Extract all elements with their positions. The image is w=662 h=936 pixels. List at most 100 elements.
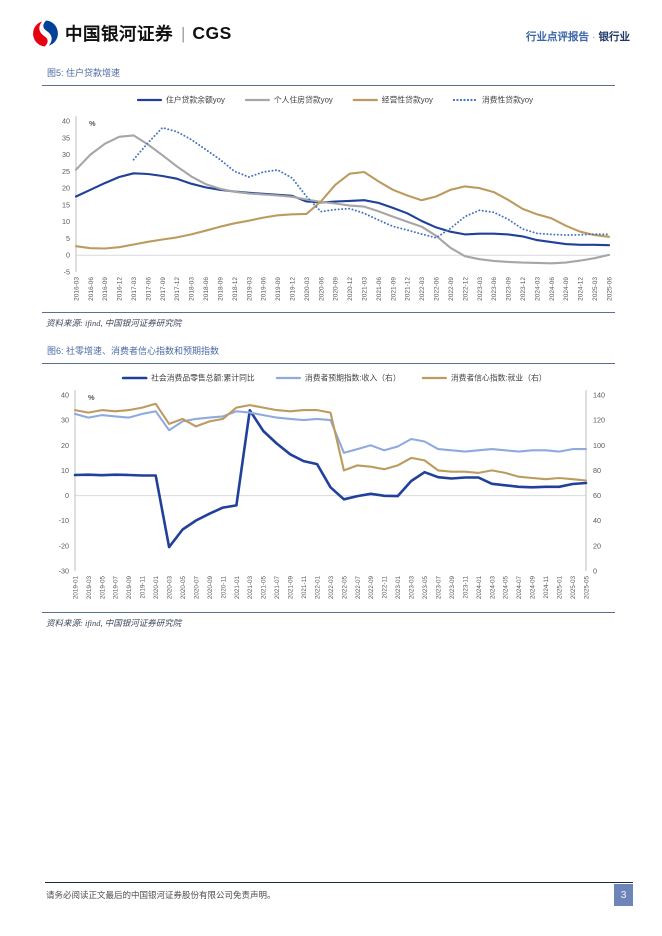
x-tick: 2022-09 (448, 277, 455, 301)
x-tick: 2019-03 (246, 277, 253, 301)
figure6-title-rule (42, 363, 615, 364)
x-tick: 2023-03 (477, 277, 484, 301)
series-lines (74, 126, 611, 265)
series-line-3 (132, 126, 610, 239)
unit-label: % (89, 119, 96, 128)
x-tick: 2023-07 (435, 576, 442, 600)
x-tick: 2023-05 (422, 576, 429, 600)
y-tick-left: 10 (62, 217, 70, 226)
y-tick-left: 30 (62, 150, 70, 159)
series-lines (73, 402, 588, 549)
logo-abbreviation: CGS (192, 23, 232, 43)
report-type-tag: 行业点评报告 · 银行业 (526, 29, 630, 44)
y-tick-right: 140 (593, 391, 605, 400)
y-tick-right: 60 (593, 491, 601, 500)
x-tick: 2025-05 (583, 576, 590, 600)
legend-label-2: 经营性贷款yoy (382, 95, 433, 105)
x-tick: 2022-09 (368, 576, 375, 600)
y-tick-right: 100 (593, 441, 605, 450)
footer-rule (45, 882, 633, 883)
y-tick-left: 20 (61, 441, 69, 450)
y-tick-left: 0 (66, 251, 70, 260)
footer-disclaimer: 请务必阅读正文最后的中国银河证券股份有限公司免责声明。 (46, 890, 276, 900)
y-tick-left: 25 (62, 167, 70, 176)
x-tick: 2024-05 (503, 576, 510, 600)
x-tick: 2025-01 (557, 576, 564, 600)
x-tick: 2018-03 (189, 277, 196, 301)
x-tick: 2019-05 (99, 576, 106, 600)
figure5-source: 资料来源: ifind, 中国银河证券研究院 (46, 318, 182, 328)
x-tick: 2024-09 (530, 576, 537, 600)
x-tick: 2022-03 (328, 576, 335, 600)
x-tick: 2017-09 (160, 277, 167, 301)
figure6-bottom-rule (42, 612, 615, 613)
x-tick: 2020-06 (318, 277, 325, 301)
y-tick-right: 40 (593, 516, 601, 525)
x-tick: 2016-03 (73, 277, 80, 301)
x-tick: 2021-07 (274, 576, 281, 600)
x-tick: 2021-06 (376, 277, 383, 301)
legend-label-1: 消费者预期指数:收入（右） (305, 373, 401, 383)
x-tick: 2019-07 (113, 576, 120, 600)
x-tick: 2020-05 (180, 576, 187, 600)
x-tick: 2024-12 (578, 277, 585, 301)
x-tick: 2022-07 (355, 576, 362, 600)
report-type-label: 行业点评报告 (526, 31, 589, 43)
x-tick: 2019-01 (72, 576, 79, 600)
x-tick: 2021-11 (301, 576, 308, 599)
figure6-source: 资料来源: ifind, 中国银河证券研究院 (46, 618, 182, 628)
dot-separator: · (592, 31, 596, 43)
x-axis-labels: 2016-03 2016-06 2016-09 2016-12 2017-03 2017-… (73, 277, 613, 301)
y-tick-left: 35 (62, 133, 70, 142)
y-tick-left: -20 (59, 541, 69, 550)
series-line-1 (73, 410, 588, 454)
page-header: 中国银河证券 | CGS 行业点评报告 · 银行业 (32, 20, 630, 54)
x-tick: 2017-03 (131, 277, 138, 301)
x-tick: 2020-09 (207, 576, 214, 600)
x-tick: 2021-03 (247, 576, 254, 600)
figure5-bottom-rule (42, 312, 615, 313)
x-tick: 2020-07 (193, 576, 200, 600)
brand-logo: 中国银河证券 | CGS (32, 20, 232, 47)
y-tick-left: 15 (62, 200, 70, 209)
figure6-chart: 403020100-10-20-30140120100806040200%201… (59, 373, 605, 600)
x-tick: 2024-11 (543, 576, 550, 599)
x-tick: 2024-07 (516, 576, 523, 600)
x-tick: 2024-09 (563, 277, 570, 301)
x-tick: 2017-06 (145, 277, 152, 301)
x-tick: 2023-09 (449, 576, 456, 600)
series-line-0 (74, 172, 611, 247)
x-tick: 2022-12 (462, 277, 469, 301)
x-tick: 2024-01 (476, 576, 483, 600)
figure5-title: 图5: 住户贷款增速 (47, 68, 121, 78)
y-tick-left: 40 (62, 117, 70, 126)
x-tick: 2023-06 (491, 277, 498, 301)
x-tick: 2023-11 (462, 576, 469, 599)
x-tick: 2017-12 (174, 277, 181, 301)
series-line-2 (74, 170, 611, 250)
x-tick: 2020-12 (347, 277, 354, 301)
legend: 社会消费品零售总额:累计同比 消费者预期指数:收入（右） 消费者信心指数:就业（右） (121, 373, 547, 383)
x-tick: 2022-05 (341, 576, 348, 600)
legend-label-2: 消费者信心指数:就业（右） (451, 373, 547, 383)
x-tick: 2023-12 (520, 277, 527, 301)
x-axis-labels: 2019-01 2019-03 2019-05 2019-07 2019-09 2019-… (72, 576, 590, 600)
x-tick: 2019-11 (140, 576, 147, 599)
figure5-title-rule (42, 85, 615, 86)
y-tick-left: -10 (59, 516, 69, 525)
x-tick: 2018-12 (232, 277, 239, 301)
galaxy-logo-icon (33, 20, 58, 47)
unit-label: % (88, 393, 95, 402)
page-number-badge: 3 (614, 883, 633, 906)
x-tick: 2023-01 (395, 576, 402, 600)
x-tick: 2024-06 (549, 277, 556, 301)
legend-label-1: 个人住房贷款yoy (274, 95, 333, 105)
y-tick-right: 20 (593, 541, 601, 550)
figure5-block: 图5: 住户贷款增速 40 35 30 25 20 15 10 5 0 -5% 2016-03 201… (42, 66, 615, 329)
y-tick-left: -30 (59, 567, 69, 576)
x-tick: 2020-03 (167, 576, 174, 600)
y-tick-left: 0 (65, 491, 69, 500)
series-line-2 (73, 402, 588, 482)
